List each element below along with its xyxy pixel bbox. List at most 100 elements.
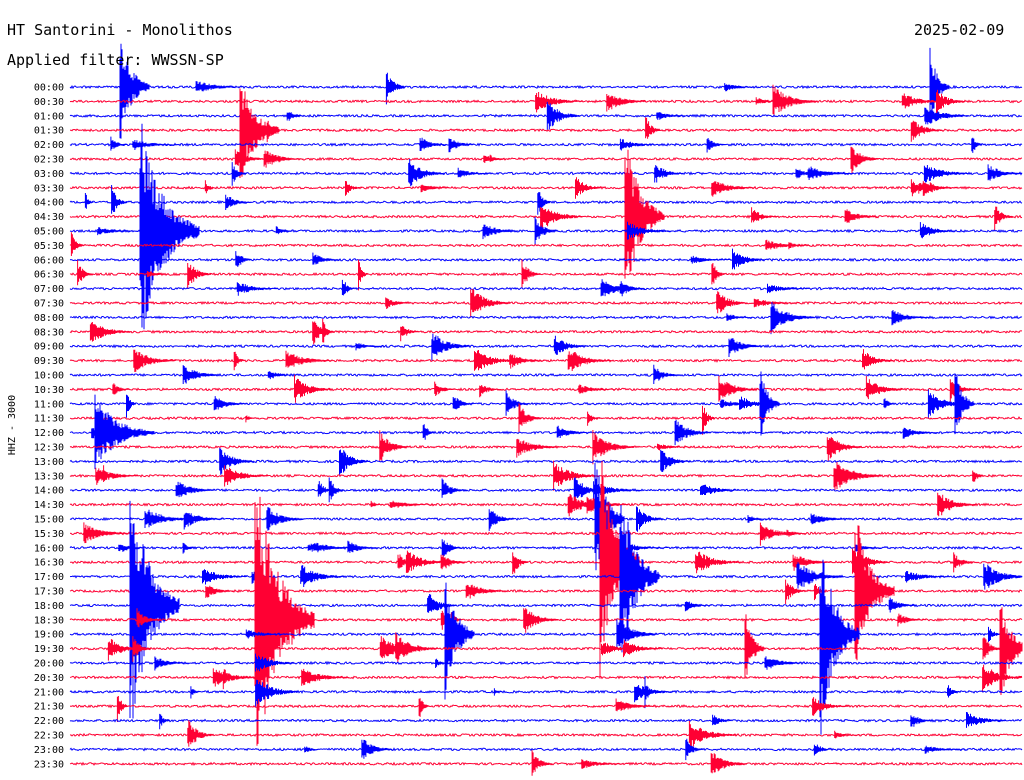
seismic-event-burst <box>159 713 171 730</box>
time-tick-label: 04:30 <box>34 212 64 223</box>
seismic-event-burst <box>70 232 84 256</box>
trace-row-2000 <box>69 653 1023 672</box>
seismic-event-burst <box>592 430 635 465</box>
seismic-event-burst <box>370 500 383 508</box>
seismic-event-burst <box>540 207 583 229</box>
seismic-event-burst <box>531 750 553 776</box>
trace-row-1400 <box>69 477 1023 507</box>
seismic-event-burst <box>419 137 447 151</box>
time-tick-label: 18:30 <box>34 615 64 626</box>
seismic-event-burst <box>116 696 129 722</box>
seismic-event-burst <box>219 448 255 475</box>
seismic-event-burst <box>807 166 854 180</box>
seismic-event-burst <box>474 350 516 371</box>
time-tick-label: 09:00 <box>34 342 64 353</box>
seismic-event-burst <box>700 484 743 495</box>
seismic-event-burst <box>810 513 855 525</box>
trace-baseline <box>69 603 1023 608</box>
seismic-event-burst <box>427 594 457 613</box>
seismic-event-burst <box>706 138 726 153</box>
seismic-event-burst <box>972 470 986 482</box>
trace-baseline <box>69 300 1023 306</box>
trace-row-0830 <box>69 318 1023 345</box>
trace-baseline <box>69 718 1022 723</box>
trace-baseline <box>69 747 1023 752</box>
trace-baseline <box>69 286 1023 291</box>
time-tick-label: 16:30 <box>34 558 64 569</box>
time-tick-label: 08:30 <box>34 327 64 338</box>
time-tick-label: 01:00 <box>34 111 64 122</box>
trace-baseline <box>69 257 1023 262</box>
time-tick-label: 05:00 <box>34 227 64 238</box>
time-tick-label: 06:00 <box>34 255 64 266</box>
trace-baseline <box>69 704 1023 709</box>
seismic-event-burst <box>84 193 94 209</box>
time-tick-label: 15:30 <box>34 529 64 540</box>
trace-baseline <box>69 315 1023 320</box>
seismic-event-burst <box>578 384 616 394</box>
trace-baseline <box>69 344 1023 349</box>
seismic-event-burst <box>175 481 216 498</box>
seismic-event-burst <box>233 351 244 371</box>
seismic-event-burst <box>862 349 893 370</box>
seismic-event-burst <box>154 656 190 671</box>
trace-baseline <box>69 430 1023 435</box>
seismic-event-burst <box>512 552 529 575</box>
seismic-event-burst <box>966 712 1007 728</box>
seismic-event-burst <box>94 394 155 470</box>
seismic-event-burst <box>850 146 879 173</box>
time-tick-label: 12:30 <box>34 443 64 454</box>
seismic-event-burst <box>452 397 474 410</box>
seismic-event-burst <box>910 179 939 197</box>
seismic-event-burst <box>448 138 474 153</box>
time-tick-label: 11:30 <box>34 414 64 425</box>
time-tick-label: 22:30 <box>34 731 64 742</box>
seismic-event-burst <box>684 601 712 612</box>
time-tick-label: 19:30 <box>34 644 64 655</box>
seismic-event-burst <box>883 398 896 409</box>
seismic-event-burst <box>521 259 541 288</box>
time-tick-label: 20:00 <box>34 659 64 670</box>
seismic-event-burst <box>764 656 806 670</box>
seismic-event-burst <box>674 419 711 446</box>
trace-row-2330 <box>69 750 1023 776</box>
seismic-event-burst <box>389 500 436 508</box>
time-tick-label: 11:00 <box>34 399 64 410</box>
seismic-event-burst <box>255 653 295 672</box>
seismic-event-burst <box>95 467 139 485</box>
seismic-event-burst <box>255 679 299 707</box>
seismic-event-burst <box>711 263 725 285</box>
seismic-event-burst <box>119 43 150 139</box>
seismic-event-burst <box>235 251 252 267</box>
seismic-event-burst <box>924 107 971 125</box>
seismic-event-burst <box>300 565 345 587</box>
seismic-event-burst <box>854 525 895 661</box>
seismic-event-burst <box>919 222 956 239</box>
seismic-event-burst <box>982 664 1023 693</box>
seismic-event-burst <box>833 462 882 490</box>
seismic-event-burst <box>275 226 297 235</box>
seismic-event-burst <box>341 279 354 296</box>
seismic-event-burst <box>518 403 542 433</box>
trace-row-1130 <box>69 403 1023 435</box>
seismic-event-burst <box>245 629 293 639</box>
trace-baseline <box>69 631 1023 637</box>
time-tick-label: 16:00 <box>34 543 64 554</box>
seismic-event-burst <box>343 450 367 472</box>
seismic-event-burst <box>535 92 583 113</box>
seismic-event-burst <box>718 375 758 402</box>
seismic-event-burst <box>435 658 448 668</box>
trace-baseline <box>69 646 1023 651</box>
seismic-event-burst <box>716 291 748 314</box>
trace-baseline <box>69 185 1023 190</box>
seismic-event-burst <box>301 668 350 686</box>
seismic-event-burst <box>534 217 558 245</box>
time-tick-label: 21:30 <box>34 702 64 713</box>
seismic-event-burst <box>285 350 332 368</box>
date-label: 2025-02-09 <box>914 21 1004 39</box>
seismic-event-burst <box>702 405 715 435</box>
time-tick-label: 03:00 <box>34 169 64 180</box>
seismic-event-burst <box>744 614 765 679</box>
seismic-event-burst <box>224 465 269 487</box>
seismic-event-burst <box>379 430 409 462</box>
